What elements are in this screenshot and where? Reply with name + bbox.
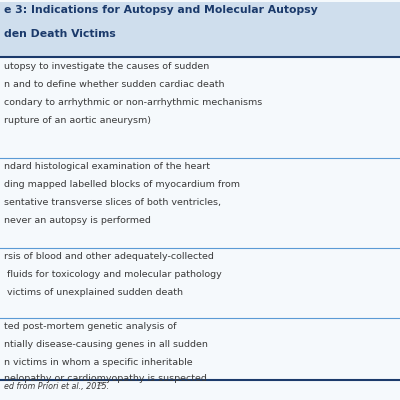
Text: e 3: Indications for Autopsy and Molecular Autopsy: e 3: Indications for Autopsy and Molecul…: [4, 5, 318, 15]
Text: ndard histological examination of the heart: ndard histological examination of the he…: [4, 162, 210, 171]
Text: ntially disease-causing genes in all sudden: ntially disease-causing genes in all sud…: [4, 340, 208, 349]
Text: never an autopsy is performed: never an autopsy is performed: [4, 216, 151, 225]
Text: ed from Priori et al., 2015.: ed from Priori et al., 2015.: [4, 382, 109, 391]
Text: sentative transverse slices of both ventricles,: sentative transverse slices of both vent…: [4, 198, 221, 207]
Text: rupture of an aortic aneurysm): rupture of an aortic aneurysm): [4, 116, 151, 125]
Text: nelopathy or cardiomyopathy is suspected: nelopathy or cardiomyopathy is suspected: [4, 374, 207, 383]
Text: fluids for toxicology and molecular pathology: fluids for toxicology and molecular path…: [4, 270, 222, 279]
Text: rsis of blood and other adequately-collected: rsis of blood and other adequately-colle…: [4, 252, 214, 261]
Text: den Death Victims: den Death Victims: [4, 29, 116, 39]
Text: utopsy to investigate the causes of sudden: utopsy to investigate the causes of sudd…: [4, 62, 209, 71]
Text: ding mapped labelled blocks of myocardium from: ding mapped labelled blocks of myocardiu…: [4, 180, 240, 189]
Text: n and to define whether sudden cardiac death: n and to define whether sudden cardiac d…: [4, 80, 224, 89]
Text: condary to arrhythmic or non-arrhythmic mechanisms: condary to arrhythmic or non-arrhythmic …: [4, 98, 262, 107]
Text: victims of unexplained sudden death: victims of unexplained sudden death: [4, 288, 183, 297]
Text: n victims in whom a specific inheritable: n victims in whom a specific inheritable: [4, 358, 193, 367]
Text: 75: 75: [96, 382, 104, 387]
Text: ted post-mortem genetic analysis of: ted post-mortem genetic analysis of: [4, 322, 176, 331]
